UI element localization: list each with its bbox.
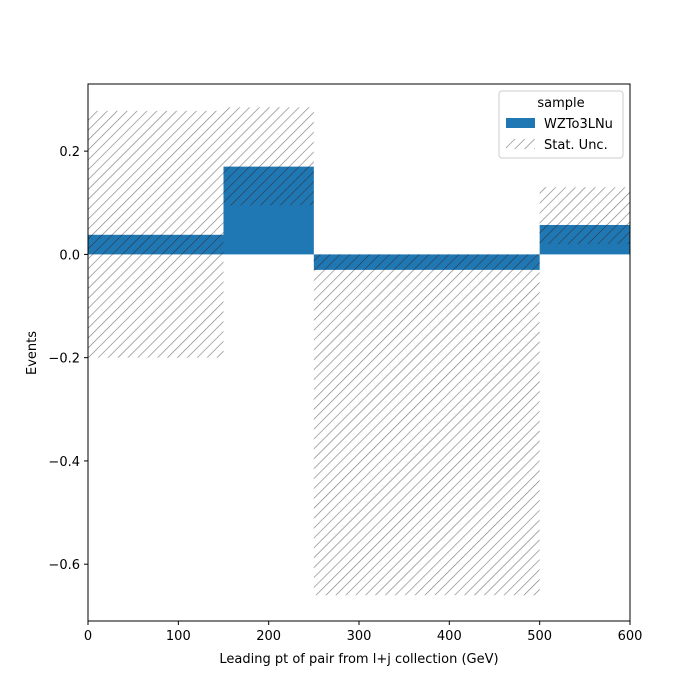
y-tick-label-3: 0.0 (59, 248, 80, 263)
uncertainty-overlap-bin-3 (539, 224, 630, 245)
x-tick-label-0: 0 (84, 629, 92, 644)
x-tick-label-6: 600 (618, 629, 643, 644)
uncertainty-band-bin-0 (88, 110, 224, 358)
legend-title: sample (537, 96, 584, 111)
legend-label-wzto3lnu: WZTo3LNu (544, 117, 613, 132)
legend: sample WZTo3LNu Stat. Unc. (498, 90, 624, 159)
uncertainty-overlap-bin-1 (223, 166, 314, 206)
y-tick-label-4: 0.2 (59, 145, 80, 160)
y-axis-ticks: −0.6 −0.4 −0.2 0.0 0.2 (48, 145, 88, 573)
x-tick-label-3: 300 (347, 629, 372, 644)
y-tick-label-0: −0.6 (48, 558, 80, 573)
uncertainty-overlap-bin-2 (313, 254, 540, 270)
legend-label-stat-unc: Stat. Unc. (544, 138, 608, 153)
legend-swatch-stat-unc (506, 139, 535, 149)
uncertainty-band-bin-2 (313, 254, 540, 596)
uncertainty-overlap-bin-0 (88, 234, 224, 255)
legend-swatch-wzto3lnu (506, 118, 535, 128)
x-axis-ticks: 0 100 200 300 400 500 600 (84, 621, 643, 644)
x-tick-label-2: 200 (256, 629, 281, 644)
y-tick-label-1: −0.4 (48, 455, 80, 470)
x-tick-label-1: 100 (166, 629, 191, 644)
x-tick-label-4: 400 (437, 629, 462, 644)
x-tick-label-5: 500 (527, 629, 552, 644)
uncertainty-bands (88, 107, 630, 596)
x-axis-label: Leading pt of pair from l+j collection (… (219, 652, 498, 667)
y-axis-label: Events (25, 331, 40, 375)
y-tick-label-2: −0.2 (48, 352, 80, 367)
